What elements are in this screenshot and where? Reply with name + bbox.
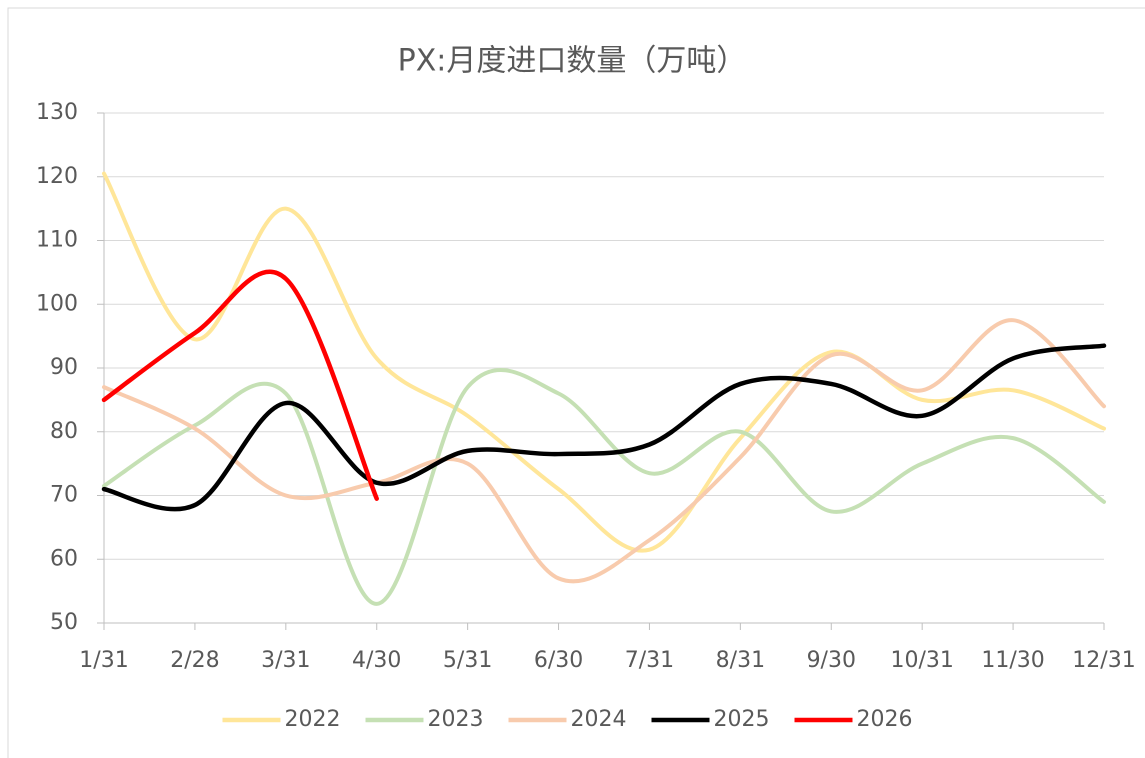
legend-label: 2026 bbox=[857, 707, 913, 732]
y-tick-label: 110 bbox=[36, 228, 78, 253]
x-tick-label: 8/31 bbox=[716, 648, 765, 673]
legend-label: 2025 bbox=[714, 707, 770, 732]
series-line bbox=[102, 367, 1106, 606]
y-tick-label: 80 bbox=[50, 419, 78, 444]
x-tick-label: 9/30 bbox=[807, 648, 856, 673]
series-line bbox=[102, 318, 1106, 584]
legend-label: 2024 bbox=[571, 707, 627, 732]
chart-frame bbox=[7, 7, 1145, 758]
y-tick-label: 70 bbox=[50, 483, 78, 508]
legend-label: 2023 bbox=[428, 707, 484, 732]
y-tick-label: 120 bbox=[36, 164, 78, 189]
x-tick-label: 3/31 bbox=[261, 648, 310, 673]
y-tick-label: 130 bbox=[36, 100, 78, 125]
x-tick-label: 10/31 bbox=[890, 648, 953, 673]
legend-label: 2022 bbox=[285, 707, 341, 732]
series-line bbox=[101, 343, 1107, 512]
y-tick-label: 60 bbox=[50, 546, 78, 571]
y-tick-label: 90 bbox=[50, 355, 78, 380]
x-tick-label: 6/30 bbox=[534, 648, 583, 673]
x-tick-label: 12/31 bbox=[1072, 648, 1135, 673]
series-line bbox=[102, 171, 1106, 553]
x-tick-label: 1/31 bbox=[79, 648, 128, 673]
chart-title: PX:月度进口数量（万吨） bbox=[398, 44, 747, 79]
series-line bbox=[101, 269, 379, 501]
x-tick-label: 4/30 bbox=[352, 648, 401, 673]
x-tick-label: 7/31 bbox=[625, 648, 674, 673]
y-tick-label: 50 bbox=[50, 610, 78, 635]
x-tick-label: 2/28 bbox=[170, 648, 219, 673]
y-tick-label: 100 bbox=[36, 291, 78, 316]
x-tick-label: 11/30 bbox=[981, 648, 1044, 673]
x-tick-label: 5/31 bbox=[443, 648, 492, 673]
